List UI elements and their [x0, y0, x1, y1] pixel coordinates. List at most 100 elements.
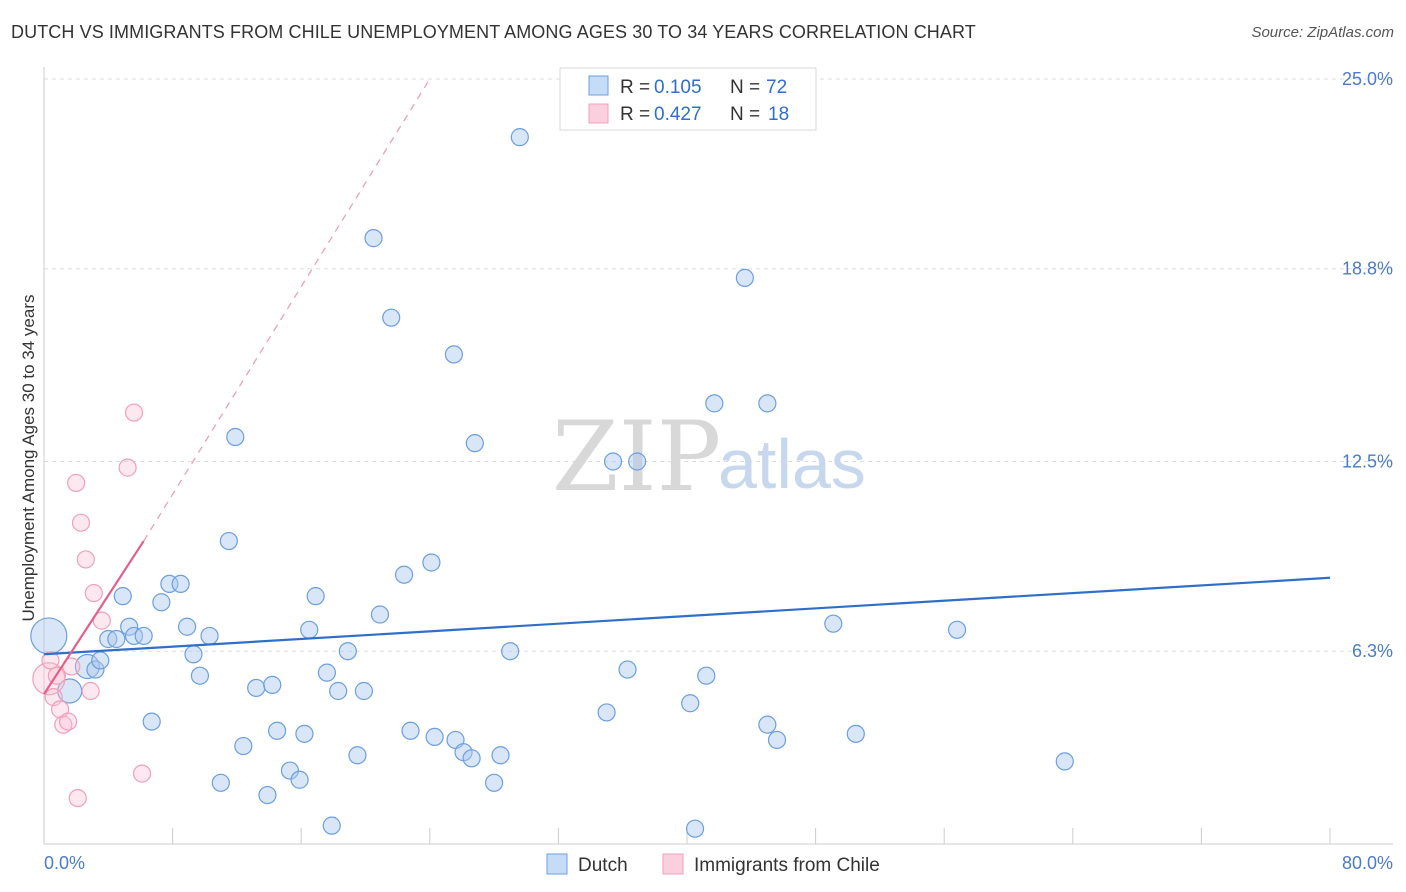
chile-point-17: [132, 764, 152, 783]
dutch-point-40: [382, 308, 401, 327]
chile-trend-line: [43, 540, 145, 695]
dutch-point-29: [295, 724, 314, 743]
trend-lines: [43, 78, 1331, 695]
dutch-points: [30, 128, 1074, 838]
dutch-point-26: [267, 721, 287, 740]
dutch-point-64: [758, 394, 777, 413]
top-legend: R = 0.105 N = 72 R = 0.427 N = 18: [559, 67, 817, 131]
dutch-point-16: [184, 645, 203, 664]
bottom-legend: Dutch Immigrants from Chile: [546, 853, 880, 876]
dutch-point-20: [219, 531, 238, 551]
chile-point-8: [67, 473, 86, 493]
dutch-point-43: [422, 553, 441, 572]
chile-point-14: [92, 611, 111, 630]
dutch-point-39: [370, 605, 390, 624]
dutch-point-6: [107, 629, 126, 649]
chile-point-5: [54, 715, 73, 734]
bottom-legend-swatch-chile: [662, 853, 684, 875]
dutch-point-14: [171, 574, 190, 594]
watermark-atlas: atlas: [718, 425, 866, 503]
dutch-point-11: [142, 712, 161, 731]
y-tick-labels: 6.3% 12.5% 18.8% 25.0%: [1342, 69, 1393, 661]
dutch-point-18: [200, 626, 219, 646]
dutch-point-3: [86, 660, 105, 679]
dutch-point-50: [485, 773, 504, 792]
watermark-zip: ZIP: [552, 401, 721, 513]
dutch-point-22: [234, 736, 253, 756]
dutch-point-60: [697, 666, 716, 685]
dutch-point-34: [329, 681, 348, 701]
chile-point-16: [124, 403, 144, 422]
legend-n-value-dutch: 72: [766, 77, 787, 98]
dutch-point-49: [465, 434, 484, 453]
dutch-point-10: [134, 626, 153, 646]
dutch-point-17: [190, 666, 210, 685]
legend-r-label-chile: R =: [620, 104, 650, 125]
source-label: Source: ZipAtlas.com: [1251, 24, 1394, 41]
dutch-point-45: [444, 345, 464, 364]
x-tick-label-min: 0.0%: [44, 853, 85, 873]
chart-title: DUTCH VS IMMIGRANTS FROM CHILE UNEMPLOYM…: [11, 22, 976, 42]
dutch-point-8: [120, 617, 139, 636]
chile-point-13: [84, 583, 103, 603]
dutch-point-54: [597, 703, 616, 722]
dutch-point-23: [247, 678, 266, 698]
dutch-point-66: [824, 614, 843, 633]
legend-r-value-chile: 0.427: [654, 104, 702, 125]
y-tick-label-1: 12.5%: [1342, 452, 1393, 472]
chile-point-11: [76, 550, 95, 569]
dutch-point-31: [306, 587, 325, 606]
dutch-point-53: [510, 128, 529, 147]
dutch-point-7: [113, 587, 132, 606]
dutch-point-57: [628, 452, 647, 471]
y-tick-label-0: 6.3%: [1352, 641, 1393, 661]
dutch-point-30: [300, 620, 319, 639]
legend-n-label-chile: N =: [730, 104, 760, 125]
chile-point-9: [68, 788, 87, 808]
dutch-point-25: [263, 675, 282, 694]
dutch-point-59: [685, 819, 705, 838]
dutch-point-48: [462, 749, 481, 768]
bottom-legend-label-chile: Immigrants from Chile: [694, 855, 880, 876]
dutch-point-62: [735, 268, 754, 287]
dutch-point-68: [947, 620, 967, 639]
x-tick-label-max: 80.0%: [1342, 853, 1393, 873]
dutch-point-28: [290, 770, 309, 789]
y-axis-label: Unemployment Among Ages 30 to 34 years: [19, 295, 38, 622]
chile-points: [32, 403, 152, 808]
dutch-point-37: [354, 681, 373, 701]
dutch-point-56: [618, 660, 637, 679]
chile-point-15: [118, 458, 137, 477]
dutch-point-33: [322, 816, 341, 835]
legend-swatch-dutch: [588, 75, 609, 96]
dutch-point-4: [91, 651, 110, 670]
legend-r-value-dutch: 0.105: [654, 77, 702, 98]
dutch-point-51: [491, 746, 510, 765]
y-tick-label-3: 25.0%: [1342, 69, 1393, 89]
dutch-point-69: [1055, 752, 1074, 771]
dutch-point-35: [338, 642, 357, 661]
chile-point-6: [59, 712, 78, 731]
dutch-point-9: [124, 626, 144, 646]
dutch-point-63: [758, 715, 777, 734]
dutch-point-67: [846, 724, 865, 743]
dutch-point-38: [364, 229, 383, 248]
bottom-legend-label-dutch: Dutch: [578, 855, 628, 876]
dutch-point-41: [394, 565, 414, 584]
gridlines: [44, 78, 1393, 652]
legend-n-label-dutch: N =: [730, 77, 760, 98]
legend-swatch-chile: [588, 103, 609, 124]
legend-n-value-chile: 18: [768, 104, 789, 125]
y-tick-label-2: 18.8%: [1342, 259, 1393, 279]
dutch-point-36: [348, 746, 367, 765]
legend-r-label-dutch: R =: [620, 77, 650, 98]
dutch-point-42: [401, 721, 420, 740]
dutch-point-65: [767, 730, 787, 750]
dutch-point-32: [317, 663, 337, 682]
dutch-point-27: [280, 761, 300, 780]
dutch-point-15: [177, 617, 197, 636]
dutch-point-52: [501, 642, 520, 661]
dutch-point-12: [152, 593, 171, 612]
chile-point-1: [41, 651, 60, 670]
